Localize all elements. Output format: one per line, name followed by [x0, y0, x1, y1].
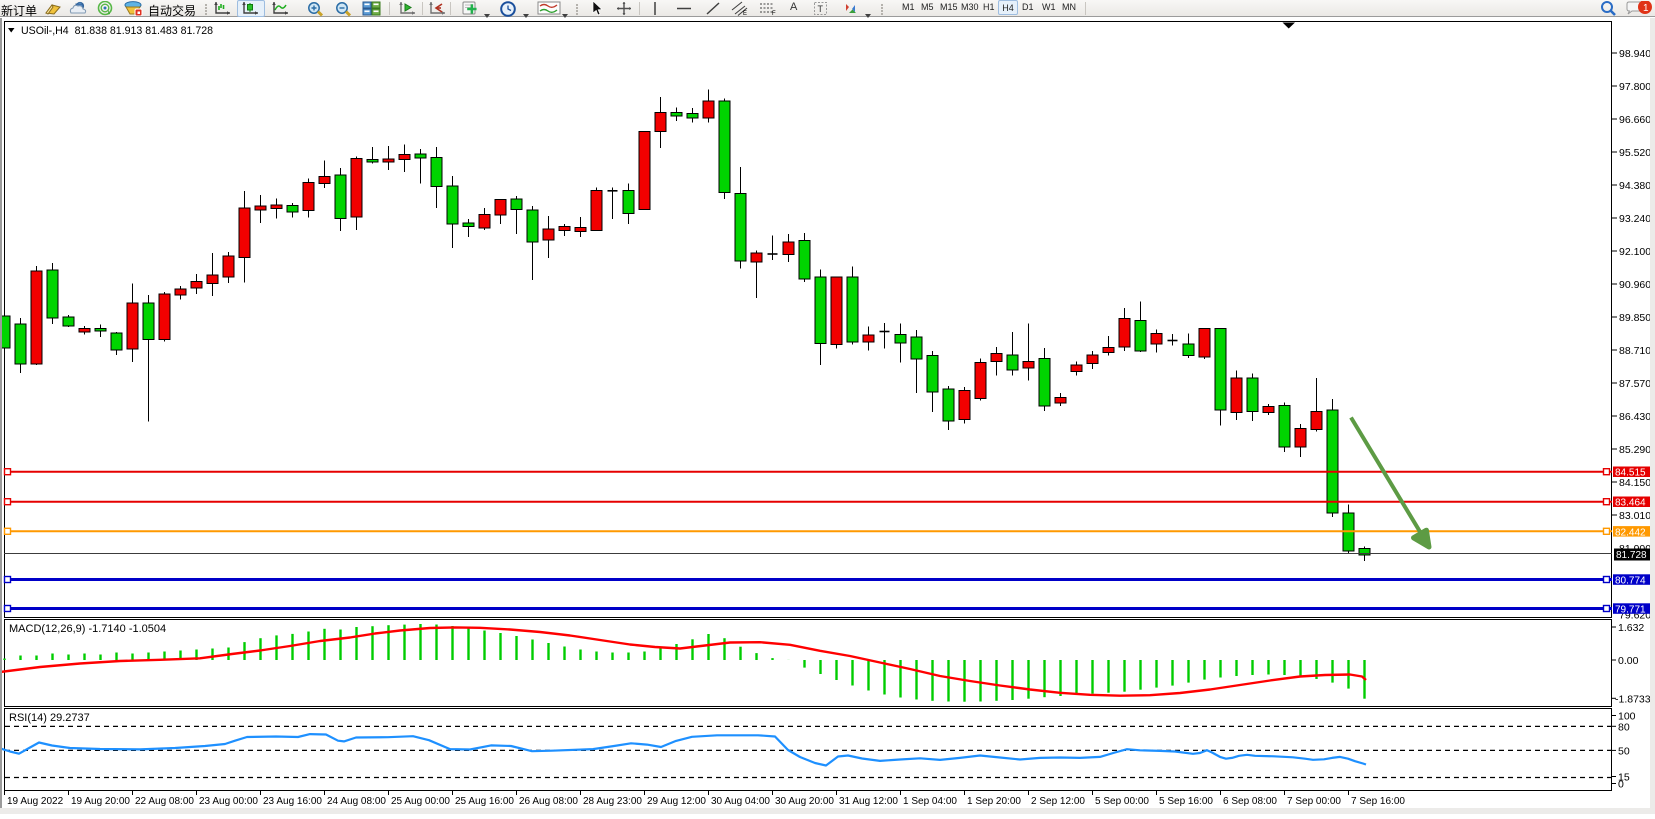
- svg-text:22 Aug 08:00: 22 Aug 08:00: [135, 796, 194, 807]
- svg-text:85.290: 85.290: [1619, 444, 1651, 456]
- svg-text:94.380: 94.380: [1619, 180, 1651, 192]
- svg-text:19 Aug 20:00: 19 Aug 20:00: [71, 796, 130, 807]
- svg-text:100: 100: [1618, 711, 1636, 723]
- svg-text:29 Aug 12:00: 29 Aug 12:00: [647, 796, 706, 807]
- svg-text:26 Aug 08:00: 26 Aug 08:00: [519, 796, 578, 807]
- svg-text:30 Aug 04:00: 30 Aug 04:00: [711, 796, 770, 807]
- svg-text:24 Aug 08:00: 24 Aug 08:00: [327, 796, 386, 807]
- svg-text:83.010: 83.010: [1619, 510, 1651, 522]
- svg-text:82.442: 82.442: [1615, 527, 1646, 538]
- svg-text:MACD(12,26,9) -1.7140 -1.0504: MACD(12,26,9) -1.7140 -1.0504: [9, 623, 166, 635]
- svg-text:84.515: 84.515: [1615, 468, 1646, 479]
- svg-text:89.850: 89.850: [1619, 312, 1651, 324]
- svg-text:1 Sep 20:00: 1 Sep 20:00: [967, 796, 1021, 807]
- svg-text:23 Aug 16:00: 23 Aug 16:00: [263, 796, 322, 807]
- svg-text:7 Sep 16:00: 7 Sep 16:00: [1351, 796, 1405, 807]
- svg-text:80.774: 80.774: [1615, 576, 1646, 587]
- svg-text:79.771: 79.771: [1615, 605, 1646, 616]
- svg-text:31 Aug 12:00: 31 Aug 12:00: [839, 796, 898, 807]
- svg-text:90.960: 90.960: [1619, 279, 1651, 291]
- svg-text:97.800: 97.800: [1619, 81, 1651, 93]
- svg-text:0: 0: [1618, 779, 1624, 791]
- svg-text:1: 1: [1643, 3, 1649, 14]
- svg-text:86.430: 86.430: [1619, 411, 1651, 423]
- svg-text:25 Aug 00:00: 25 Aug 00:00: [391, 796, 450, 807]
- svg-text:83.464: 83.464: [1615, 498, 1646, 509]
- svg-text:F: F: [772, 11, 776, 16]
- svg-text:1.632: 1.632: [1618, 622, 1644, 634]
- svg-text:50: 50: [1618, 745, 1630, 757]
- svg-text:81.728: 81.728: [1616, 550, 1647, 561]
- svg-text:2 Sep 12:00: 2 Sep 12:00: [1031, 796, 1085, 807]
- svg-text:T: T: [818, 4, 824, 14]
- svg-text:25 Aug 16:00: 25 Aug 16:00: [455, 796, 514, 807]
- svg-text:6 Sep 08:00: 6 Sep 08:00: [1223, 796, 1277, 807]
- svg-text:88.710: 88.710: [1619, 345, 1651, 357]
- svg-text:84.150: 84.150: [1619, 477, 1651, 489]
- svg-text:7 Sep 00:00: 7 Sep 00:00: [1287, 796, 1341, 807]
- svg-text:23 Aug 00:00: 23 Aug 00:00: [199, 796, 258, 807]
- svg-text:E: E: [743, 11, 747, 16]
- svg-text:96.660: 96.660: [1619, 114, 1651, 126]
- svg-text:1 Sep 04:00: 1 Sep 04:00: [903, 796, 957, 807]
- svg-text:80: 80: [1618, 721, 1630, 733]
- svg-text:98.940: 98.940: [1619, 48, 1651, 60]
- svg-text:RSI(14) 29.2737: RSI(14) 29.2737: [9, 712, 90, 724]
- svg-text:87.570: 87.570: [1619, 378, 1651, 390]
- svg-text:92.100: 92.100: [1619, 246, 1651, 258]
- svg-text:0.00: 0.00: [1618, 655, 1639, 667]
- svg-text:93.240: 93.240: [1619, 213, 1651, 225]
- svg-text:28 Aug 23:00: 28 Aug 23:00: [583, 796, 642, 807]
- svg-text:5 Sep 16:00: 5 Sep 16:00: [1159, 796, 1213, 807]
- svg-text:-1.8733: -1.8733: [1615, 693, 1651, 705]
- svg-text:5 Sep 00:00: 5 Sep 00:00: [1095, 796, 1149, 807]
- svg-text:30 Aug 20:00: 30 Aug 20:00: [775, 796, 834, 807]
- svg-text:19 Aug 2022: 19 Aug 2022: [7, 796, 64, 807]
- svg-text:15: 15: [1618, 772, 1630, 784]
- svg-text:USOil-,H4 81.838 81.913 81.48: USOil-,H4 81.838 81.913 81.483 81.728: [21, 25, 213, 37]
- svg-text:95.520: 95.520: [1619, 147, 1651, 159]
